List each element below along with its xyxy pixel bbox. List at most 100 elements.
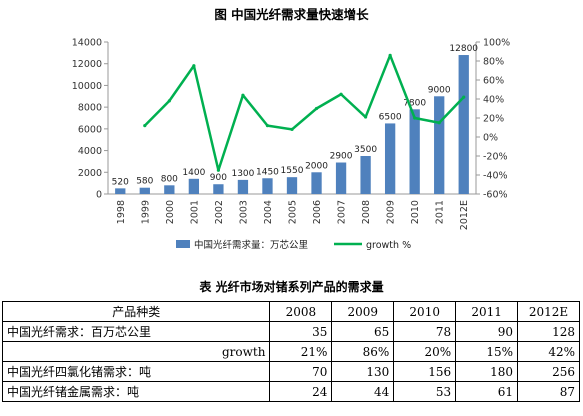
table-cell: 35 (269, 321, 333, 342)
table-cell: 21% (269, 341, 333, 362)
header-category: 产品种类 (1, 301, 271, 322)
x-axis-tick-label: 2007 (337, 200, 348, 224)
left-axis-tick-label: 10000 (72, 81, 102, 92)
bar (164, 185, 175, 194)
growth-point (143, 124, 147, 128)
bar (360, 156, 371, 194)
x-axis-tick-label: 2011 (435, 200, 446, 224)
row-label: 中国光纤需求：百万芯公里 (1, 321, 271, 342)
row-label: 中国光纤四氯化锗需求：吨 (1, 361, 271, 382)
growth-point (241, 93, 245, 97)
bar-value-label: 1400 (182, 168, 205, 178)
bar (384, 123, 396, 194)
bar-value-label: 900 (210, 173, 227, 183)
growth-point (192, 64, 196, 68)
table-cell: 70 (269, 361, 333, 382)
left-axis-tick-label: 2000 (78, 168, 102, 179)
bar (335, 162, 347, 194)
table-cell: 256 (517, 361, 580, 382)
germanium-demand-table: 产品种类 2008 2009 2010 2011 2012E 中国光纤需求：百万… (1, 301, 580, 402)
chart-title: 图 中国光纤需求量快速增长 (214, 7, 369, 22)
x-axis-tick-label: 2006 (312, 200, 323, 224)
bar (434, 96, 445, 194)
table-row: growth 21% 86% 20% 15% 42% (1, 341, 580, 362)
table-cell: 90 (455, 321, 519, 342)
bar (311, 172, 322, 194)
table-cell: 61 (455, 381, 519, 402)
table-row: 中国光纤锗金属需求：吨 24 44 53 61 87 (1, 381, 580, 402)
right-axis-tick-label: -60% (483, 190, 508, 201)
bar (139, 187, 150, 194)
table-title: 表 光纤市场对锗系列产品的需求量 (199, 280, 384, 294)
x-axis-tick-label: 2005 (288, 200, 299, 224)
row-label: 中国光纤锗金属需求：吨 (1, 381, 271, 402)
bar (458, 55, 469, 195)
table-cell: 128 (517, 321, 580, 342)
table-cell: 53 (393, 381, 457, 402)
left-axis-tick-label: 14000 (72, 38, 102, 49)
bar-value-label: 2900 (330, 152, 353, 162)
table-cell: 65 (331, 321, 395, 342)
row-label: growth (1, 341, 271, 362)
left-axis-tick-label: 6000 (78, 124, 102, 135)
bar-value-label: 580 (136, 177, 153, 187)
bar (237, 179, 249, 194)
bar-value-label: 1450 (256, 167, 279, 177)
left-axis-tick-label: 4000 (78, 146, 102, 157)
demand-chart: 0 2000 4000 6000 8000 10000 12000 14000 -60% -40%… (72, 38, 510, 252)
table-cell: 24 (269, 381, 333, 402)
x-axis-tick-label: 2001 (189, 200, 200, 224)
left-axis-tick-label: 8000 (78, 103, 102, 114)
growth-point (167, 99, 171, 103)
right-axis-tick-label: 80% (483, 57, 504, 68)
right-axis-tick-label: -40% (483, 171, 508, 182)
right-axis-tick-label: -20% (483, 152, 508, 163)
growth-point (314, 106, 319, 111)
bar-value-label: 800 (161, 174, 178, 184)
x-axis-tick-label: 2010 (410, 200, 421, 224)
header-2010: 2010 (393, 301, 457, 322)
right-axis-tick-label: 20% (483, 114, 504, 125)
bar-value-label: 6500 (379, 112, 402, 122)
x-axis-tick-label: 2000 (165, 200, 176, 224)
x-axis-tick-label: 2002 (214, 200, 225, 224)
x-axis-tick-label: 2003 (238, 200, 249, 224)
right-axis-tick-label: 40% (483, 95, 504, 106)
table-cell: 78 (393, 321, 457, 342)
bar-value-label: 3500 (354, 145, 377, 155)
growth-line (143, 54, 465, 172)
legend-bar-label: 中国光纤需求量：万芯公里 (194, 239, 308, 251)
growth-point (462, 95, 466, 99)
growth-point (290, 127, 294, 131)
table-row: 中国光纤需求：百万芯公里 35 65 78 90 128 (1, 321, 580, 342)
x-axis-tick-label: 2009 (386, 200, 397, 224)
x-axis-tick-label: 2004 (263, 200, 274, 224)
header-2008: 2008 (269, 301, 333, 322)
table-cell: 20% (393, 341, 457, 362)
bar (115, 188, 126, 194)
right-axis-tick-label: 100% (483, 38, 510, 49)
bar-value-label: 7800 (403, 98, 426, 108)
bar (262, 178, 273, 194)
growth-point (437, 121, 441, 125)
growth-point (388, 53, 392, 57)
table-cell: 15% (455, 341, 519, 362)
bar-value-label: 12800 (449, 44, 478, 54)
bar (286, 177, 298, 194)
x-axis-tick-label: 1999 (140, 200, 151, 224)
left-axis-tick-label: 0 (96, 190, 102, 201)
table-cell: 156 (393, 361, 457, 382)
x-axis-tick-label: 2012E (459, 200, 470, 230)
growth-point (413, 116, 417, 120)
table-header-row: 产品种类 2008 2009 2010 2011 2012E (1, 301, 580, 322)
table-cell: 180 (455, 361, 519, 382)
left-axis-tick-label: 12000 (72, 59, 102, 70)
growth-point (339, 92, 343, 96)
header-2012e: 2012E (517, 301, 580, 322)
bar-value-label: 2000 (305, 161, 328, 171)
header-2009: 2009 (331, 301, 395, 322)
x-axis-tick-label: 1998 (116, 200, 127, 224)
bar-value-label: 1550 (281, 166, 304, 176)
right-axis-tick-label: 60% (483, 76, 504, 87)
x-axis-tick-label: 2008 (361, 200, 372, 224)
